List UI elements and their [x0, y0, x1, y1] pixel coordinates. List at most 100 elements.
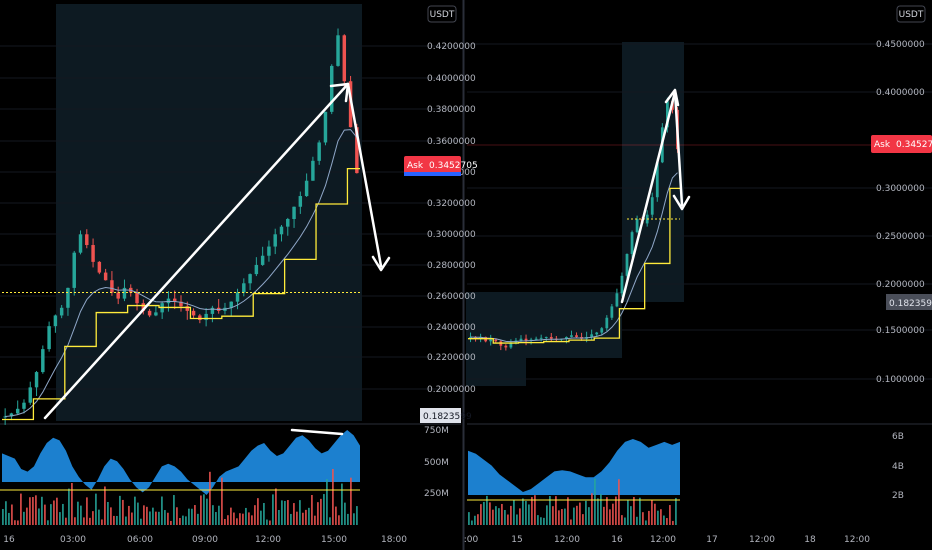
volume-bar — [74, 517, 76, 525]
volume-bar — [558, 510, 560, 525]
volume-bar — [666, 518, 668, 525]
candle-body — [260, 255, 265, 265]
volume-bar — [320, 498, 322, 525]
volume-bar — [2, 509, 4, 525]
candle-body — [248, 274, 252, 284]
volume-bar — [335, 506, 337, 525]
volume-bar — [161, 496, 163, 525]
candle-body — [355, 127, 359, 174]
candle-body — [47, 326, 51, 350]
volume-bar — [272, 494, 274, 525]
price-tick-label: 0.2200000 — [427, 353, 476, 363]
volume-bar — [663, 515, 665, 525]
candle-body — [311, 160, 315, 181]
volume-bar — [588, 507, 590, 525]
volume-bar — [128, 505, 130, 525]
volume-bar — [8, 512, 10, 525]
volume-bar — [564, 508, 566, 525]
time-tick-label: 17 — [706, 535, 717, 545]
right-last-price-badge: 0.1823599 — [886, 294, 932, 310]
candle-body — [41, 349, 45, 373]
volume-bar — [636, 516, 638, 525]
candle-body — [474, 336, 477, 339]
candle-body — [590, 334, 594, 337]
volume-bar — [266, 519, 268, 525]
volume-bar — [176, 507, 178, 525]
price-tick-label: 0.1500000 — [876, 326, 925, 336]
candle-body — [509, 343, 513, 348]
right-currency-label: USDT — [899, 10, 924, 20]
volume-bar — [531, 497, 533, 525]
right-grid — [467, 43, 932, 380]
volume-tick-label: 750M — [424, 426, 449, 436]
candle-body — [28, 387, 32, 403]
volume-bar — [332, 469, 334, 525]
volume-bar — [675, 497, 677, 525]
volume-bar — [317, 502, 319, 525]
volume-bar — [218, 505, 220, 525]
volume-bar — [275, 488, 277, 525]
left-currency-badge[interactable]: USDT — [427, 5, 457, 23]
volume-bar — [68, 488, 70, 525]
right-currency-badge[interactable]: USDT — [896, 5, 926, 23]
volume-bar — [582, 514, 584, 525]
volume-bar — [549, 495, 551, 525]
candle-body — [575, 335, 578, 337]
price-tick-label: 0.2600000 — [427, 292, 476, 302]
price-tick-label: 0.3200000 — [427, 199, 476, 209]
candle-body — [600, 328, 604, 333]
candle-body — [615, 293, 619, 307]
volume-bar — [477, 514, 479, 525]
time-tick-label: :00 — [464, 535, 479, 545]
volume-bar — [489, 502, 491, 525]
volume-bar — [170, 520, 172, 525]
left-step-line — [2, 167, 360, 421]
candle-body — [298, 196, 303, 207]
time-tick-label: 03:00 — [60, 535, 86, 545]
volume-bar — [287, 500, 289, 525]
right-last-price-value: 0.1823599 — [889, 299, 932, 309]
right-ask-badge: Ask 0.3452705 — [871, 135, 932, 153]
candle-body — [565, 336, 568, 339]
volume-bar — [591, 493, 593, 525]
volume-bar — [561, 509, 563, 525]
volume-bar — [468, 512, 470, 525]
right-volume-oscillator-area — [468, 438, 680, 495]
volume-bar — [341, 483, 343, 525]
volume-bar — [146, 506, 148, 525]
volume-bar — [83, 517, 85, 525]
candle-body — [210, 307, 215, 314]
candle-body — [141, 303, 146, 311]
volume-bar — [203, 494, 205, 525]
volume-bar — [603, 506, 605, 525]
left-ask-value: 0.3452705 — [429, 161, 478, 171]
right-moving-average — [470, 172, 678, 343]
volume-bar — [212, 505, 214, 525]
time-tick-label: 16 — [3, 535, 15, 545]
volume-bar — [179, 518, 181, 525]
volume-bar — [471, 520, 473, 525]
volume-bar — [323, 494, 325, 525]
volume-bar — [206, 498, 208, 525]
volume-bar — [338, 515, 340, 525]
volume-bar — [86, 497, 88, 525]
candle-body — [116, 292, 120, 299]
volume-bar — [104, 486, 106, 525]
candle-body — [204, 313, 208, 321]
volume-bar — [492, 509, 494, 525]
candle-body — [620, 275, 624, 294]
volume-bar — [185, 516, 187, 525]
volume-bar — [299, 500, 301, 525]
candle-body — [179, 301, 183, 307]
volume-bar — [200, 495, 202, 525]
price-tick-label: 0.3600000 — [427, 137, 476, 147]
candle-body — [147, 310, 152, 316]
volume-bar — [107, 502, 109, 525]
volume-bar — [254, 505, 256, 525]
volume-bar — [540, 517, 542, 525]
volume-bar — [269, 520, 271, 525]
volume-bar — [528, 504, 530, 525]
candle-body — [304, 180, 309, 197]
volume-bar — [555, 496, 557, 525]
volume-bar — [570, 519, 572, 525]
